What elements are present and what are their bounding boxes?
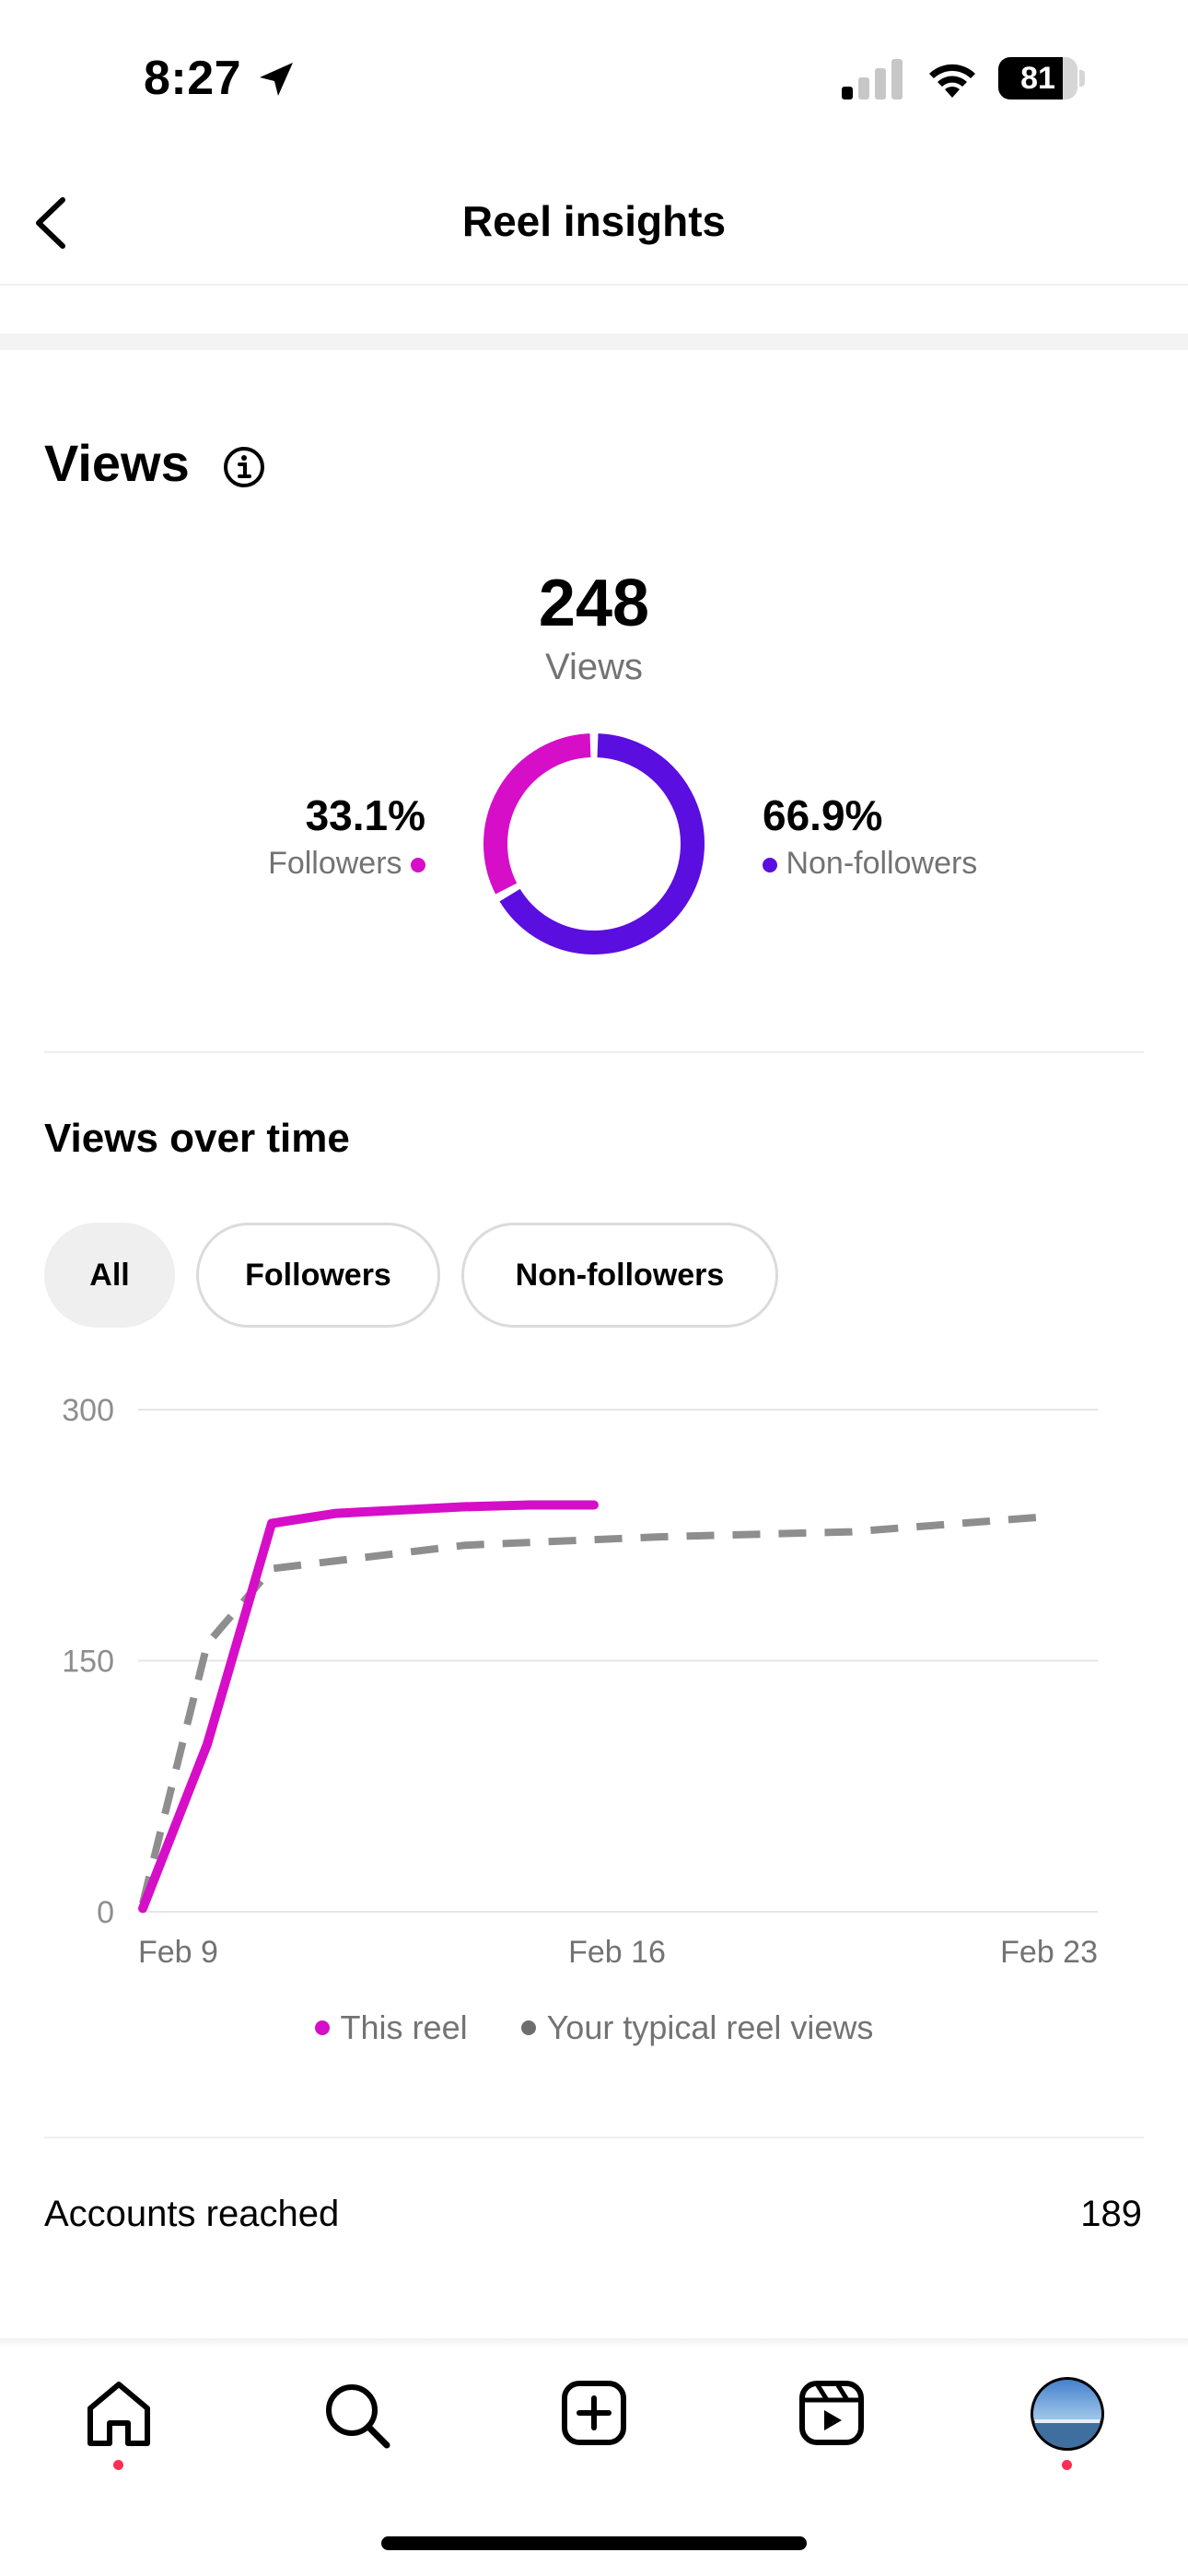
home-indicator: [381, 2536, 807, 2550]
nonfollowers-label-row: Non-followers: [763, 846, 977, 882]
search-icon[interactable]: [315, 2377, 398, 2451]
donut-arc-nonfollowers: [499, 733, 705, 954]
series-line-typical: [139, 1513, 1046, 1904]
accounts-reached-value: 189: [1080, 2194, 1142, 2234]
page-title: Reel insights: [461, 197, 727, 245]
back-button[interactable]: [26, 189, 81, 258]
battery-percent: 81: [1020, 61, 1055, 96]
y-tick-label: 0: [97, 1895, 114, 1930]
followers-label-row: Followers: [184, 846, 425, 882]
battery-level: [998, 57, 1063, 100]
series-line-this-reel: [138, 1500, 599, 1914]
tab-bar-divider: [0, 2338, 1188, 2348]
nonfollowers-percentage: 66.9%: [763, 791, 883, 839]
cellular-signal-icon: [842, 59, 903, 100]
legend-item-this-reel: This reel: [314, 2008, 468, 2047]
wifi-icon: [929, 64, 975, 98]
location-arrow-icon: [260, 63, 293, 96]
followers-percentage: 33.1%: [305, 791, 425, 839]
home-notification-dot: [113, 2460, 123, 2470]
section-separator: [0, 334, 1188, 350]
x-tick-label: Feb 16: [568, 1935, 666, 1970]
views-total: 248: [538, 567, 650, 640]
followers-label: Followers: [268, 846, 402, 881]
reels-icon[interactable]: [790, 2377, 873, 2451]
legend-label-typical: Your typical reel views: [546, 2008, 874, 2046]
y-tick-label: 150: [62, 1645, 114, 1680]
status-time: 8:27: [144, 52, 242, 105]
views-total-label: Views: [545, 647, 643, 687]
donut-arc-followers: [483, 733, 591, 895]
battery-tip: [1079, 70, 1085, 87]
legend-dot-typical: [520, 2020, 536, 2035]
section-divider: [44, 2137, 1144, 2138]
info-icon[interactable]: [221, 444, 267, 490]
legend-label-this-reel: This reel: [340, 2008, 468, 2046]
chip-nonfollowers[interactable]: Non-followers: [461, 1223, 778, 1328]
chip-followers[interactable]: Followers: [196, 1223, 440, 1328]
legend-item-typical: Your typical reel views: [520, 2008, 874, 2047]
views-donut-chart: [483, 733, 705, 954]
views-heading: Views: [44, 434, 190, 492]
battery-body: [998, 57, 1077, 100]
profile-notification-dot: [1062, 2460, 1072, 2470]
legend-dot-this-reel: [314, 2020, 330, 2035]
profile-avatar[interactable]: [1026, 2375, 1109, 2453]
chart-legend: This reel Your typical reel views: [0, 2008, 1188, 2047]
views-over-time-heading: Views over time: [44, 1116, 350, 1161]
nonfollowers-color-dot: [763, 858, 777, 873]
views-over-time-chart: 300 150 0 Feb 9 Feb 16 Feb 23: [62, 1393, 1098, 1970]
battery-indicator: 81: [998, 57, 1087, 100]
header-divider: [0, 284, 1188, 286]
home-icon[interactable]: [77, 2377, 160, 2451]
chip-all[interactable]: All: [44, 1223, 175, 1328]
nonfollowers-label: Non-followers: [786, 846, 978, 881]
accounts-reached-label: Accounts reached: [44, 2194, 340, 2234]
x-tick-label: Feb 23: [1000, 1935, 1098, 1970]
followers-color-dot: [411, 858, 425, 873]
create-icon[interactable]: [553, 2377, 635, 2451]
y-tick-label: 300: [62, 1393, 114, 1428]
x-tick-label: Feb 9: [138, 1935, 218, 1970]
section-divider: [44, 1051, 1144, 1053]
